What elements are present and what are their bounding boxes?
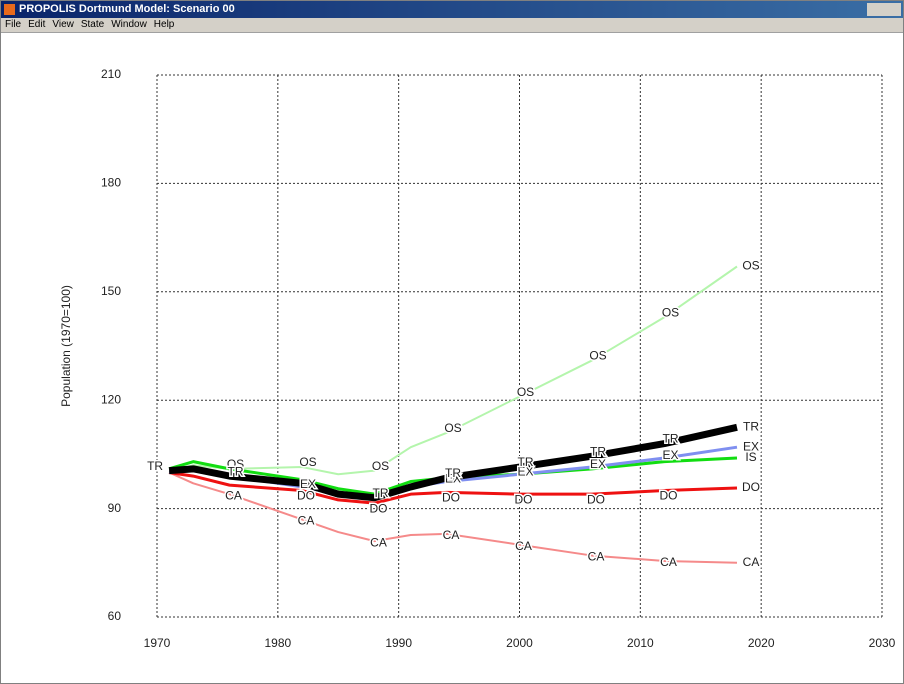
series-label: EX <box>743 439 759 453</box>
series-label: OS <box>227 457 244 471</box>
series-label: CA <box>370 535 387 549</box>
series-label: TR <box>518 455 534 469</box>
menu-item[interactable]: Edit <box>28 19 46 30</box>
window-buttons[interactable] <box>867 3 901 16</box>
series-label: DO <box>742 480 760 494</box>
x-tick-label: 2010 <box>627 636 654 650</box>
series-label: DO <box>660 489 678 503</box>
menu-bar: File Edit View State Window Help <box>1 18 903 33</box>
series-label: DO <box>442 491 460 505</box>
menu-item[interactable]: File <box>5 19 22 30</box>
menu-item[interactable]: Window <box>111 19 147 30</box>
series-label: EX <box>445 472 461 486</box>
series-line <box>168 471 738 564</box>
series-label: OS <box>742 259 759 273</box>
x-tick-label: 2030 <box>869 636 896 650</box>
series-label: TR <box>373 486 389 500</box>
series-line <box>168 423 738 502</box>
series-label: OS <box>517 385 534 399</box>
x-tick-label: 2000 <box>506 636 533 650</box>
series-label: TR <box>743 419 759 433</box>
y-tick-label: 60 <box>108 609 122 623</box>
menu-item[interactable]: State <box>80 19 105 30</box>
y-tick-label: 120 <box>101 392 121 406</box>
series-label: DO <box>370 501 388 515</box>
series-label: IS <box>745 450 756 464</box>
app-icon <box>4 4 15 15</box>
series-label: EX <box>590 457 606 471</box>
title-bar: PROPOLIS Dortmund Model: Scenario 00 <box>1 1 903 18</box>
series-label: TR <box>228 464 244 478</box>
y-tick-label: 180 <box>101 176 121 190</box>
y-tick-label: 210 <box>101 67 121 81</box>
series-line <box>168 470 738 505</box>
series-label: CA <box>298 514 315 528</box>
series-label: TR <box>663 432 679 446</box>
series-label: CA <box>588 550 605 564</box>
series-label: TR <box>445 466 461 480</box>
series-label: EX <box>517 464 533 478</box>
series-label: EX <box>300 477 316 491</box>
series-label: CA <box>660 555 677 569</box>
series-label: CA <box>443 528 460 542</box>
menu-item[interactable]: View <box>52 19 74 30</box>
menu-item[interactable]: Help <box>153 19 175 30</box>
series-label: OS <box>372 459 389 473</box>
series-label: OS <box>589 349 606 363</box>
x-tick-label: 1970 <box>144 636 171 650</box>
x-tick-label: 2020 <box>748 636 775 650</box>
series-label: OS <box>299 455 316 469</box>
series-line <box>168 456 738 496</box>
series-label: EX <box>662 448 678 462</box>
series-label: DO <box>515 492 533 506</box>
y-axis-label: Population (1970=100) <box>59 285 73 407</box>
y-tick-label: 90 <box>108 501 122 515</box>
x-tick-label: 1990 <box>385 636 412 650</box>
series-label: OS <box>444 421 461 435</box>
window-title: PROPOLIS Dortmund Model: Scenario 00 <box>19 3 235 15</box>
series-label: DO <box>297 489 315 503</box>
series-label: OS <box>662 305 679 319</box>
series-label: CA <box>743 555 760 569</box>
x-tick-label: 1980 <box>264 636 291 650</box>
series-label: CA <box>225 488 242 502</box>
y-tick-label: 150 <box>101 284 121 298</box>
series-label: TR <box>590 444 606 458</box>
series-label: CA <box>515 539 532 553</box>
series-label: TR <box>147 459 163 473</box>
series-label: DO <box>587 492 605 506</box>
chart: 60 90 120 150 180 210 1970 1980 1990 2000 2010 2020… <box>59 67 896 650</box>
